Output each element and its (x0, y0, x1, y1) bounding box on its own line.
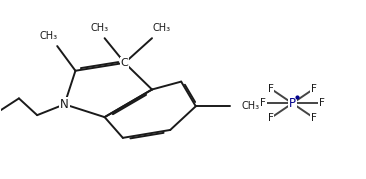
Text: P: P (289, 97, 296, 110)
Text: F: F (268, 113, 273, 123)
Text: CH₃: CH₃ (152, 23, 170, 33)
Text: F: F (268, 84, 273, 93)
Text: CH₃: CH₃ (39, 31, 57, 41)
Text: F: F (311, 84, 317, 93)
Text: F: F (311, 113, 317, 123)
Text: F: F (260, 98, 266, 108)
Text: CH₃: CH₃ (90, 23, 108, 33)
Text: F: F (319, 98, 325, 108)
Text: CH₃: CH₃ (242, 101, 259, 111)
Text: C: C (121, 58, 128, 68)
Text: N: N (60, 98, 69, 111)
